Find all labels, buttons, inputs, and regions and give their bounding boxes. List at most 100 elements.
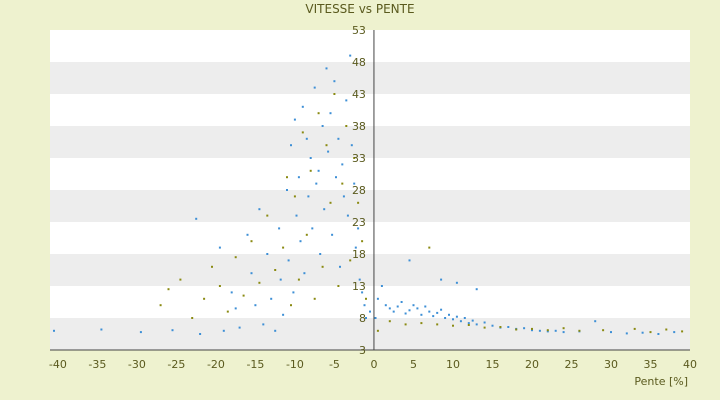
data-point xyxy=(317,169,320,172)
data-point xyxy=(388,320,391,323)
x-tick-label: -25 xyxy=(167,358,185,371)
y-tick-label: 8 xyxy=(359,312,366,325)
data-point xyxy=(531,329,533,332)
data-point xyxy=(250,240,253,243)
data-point xyxy=(625,332,628,335)
x-tick-label: -35 xyxy=(88,358,106,371)
data-point xyxy=(293,118,296,121)
data-point xyxy=(349,259,352,262)
data-point xyxy=(290,304,292,307)
x-axis-label: Pente [%] xyxy=(634,375,688,388)
data-point xyxy=(467,322,470,325)
data-point xyxy=(531,327,533,330)
data-point xyxy=(396,305,399,308)
data-point xyxy=(491,324,494,327)
data-point xyxy=(211,265,213,268)
data-point xyxy=(463,317,466,319)
data-point xyxy=(546,329,549,332)
data-point xyxy=(295,214,298,217)
data-point xyxy=(301,131,304,134)
data-point xyxy=(293,195,296,198)
data-point xyxy=(380,285,383,287)
data-point xyxy=(452,318,454,321)
data-point xyxy=(230,291,233,294)
x-tick-label: 20 xyxy=(525,358,539,371)
data-point xyxy=(321,125,324,127)
data-point xyxy=(337,285,340,287)
data-point xyxy=(412,304,415,307)
grid-band xyxy=(50,126,690,158)
y-tick-label: 3 xyxy=(359,344,366,357)
data-point xyxy=(440,308,443,311)
data-point xyxy=(369,310,371,313)
data-point xyxy=(376,297,379,300)
data-point xyxy=(286,176,288,179)
data-point xyxy=(333,80,336,83)
data-point xyxy=(305,233,308,236)
data-point xyxy=(404,323,407,326)
x-tick-label: 30 xyxy=(604,358,618,371)
data-point xyxy=(467,324,470,326)
data-point xyxy=(594,320,597,323)
data-point xyxy=(515,328,518,331)
data-point xyxy=(416,307,419,310)
data-point xyxy=(313,86,316,89)
data-point xyxy=(420,322,423,325)
x-tick-label: 40 xyxy=(683,358,697,371)
data-point xyxy=(297,176,300,179)
data-point xyxy=(365,297,367,300)
data-point xyxy=(309,169,312,172)
data-point xyxy=(274,269,277,271)
data-point xyxy=(357,201,360,204)
data-point xyxy=(218,246,221,249)
data-point xyxy=(191,317,194,319)
data-point xyxy=(325,67,328,70)
data-point xyxy=(337,137,340,140)
data-point xyxy=(602,329,605,332)
data-point xyxy=(408,259,411,262)
data-point xyxy=(388,307,391,310)
data-point xyxy=(444,317,447,319)
data-point xyxy=(578,329,581,332)
data-point xyxy=(507,326,510,328)
chart-title: VITESSE vs PENTE xyxy=(305,2,415,16)
y-tick-label: 33 xyxy=(352,152,366,165)
data-point xyxy=(278,227,281,230)
data-point xyxy=(167,288,170,291)
data-point xyxy=(361,240,364,243)
data-point xyxy=(374,317,377,319)
data-point xyxy=(633,327,636,330)
data-point xyxy=(363,304,366,307)
x-tick-label: 35 xyxy=(643,358,657,371)
data-point xyxy=(346,214,349,217)
data-point xyxy=(329,112,332,115)
data-point xyxy=(331,233,334,236)
data-point xyxy=(179,278,182,281)
x-tick-label: 0 xyxy=(370,358,377,371)
data-point xyxy=(226,310,229,313)
data-point xyxy=(436,311,439,314)
data-point xyxy=(353,157,356,159)
data-point xyxy=(424,305,427,308)
data-point xyxy=(321,265,324,268)
data-point xyxy=(499,326,502,328)
data-point xyxy=(428,310,431,313)
data-point xyxy=(100,328,103,331)
data-point xyxy=(404,312,407,315)
y-tick-label: 53 xyxy=(352,24,366,37)
data-point xyxy=(290,144,292,147)
data-point xyxy=(274,329,277,332)
data-point xyxy=(282,313,285,316)
x-tick-label: -15 xyxy=(246,358,264,371)
x-tick-label: -5 xyxy=(329,358,340,371)
data-point xyxy=(376,329,379,332)
data-point xyxy=(286,189,288,191)
data-point xyxy=(258,208,261,211)
data-point xyxy=(546,330,549,333)
data-point xyxy=(339,265,341,268)
data-point xyxy=(292,291,295,294)
data-point xyxy=(287,259,290,262)
data-point xyxy=(400,301,403,303)
data-point xyxy=(432,315,435,318)
data-point xyxy=(538,329,541,332)
